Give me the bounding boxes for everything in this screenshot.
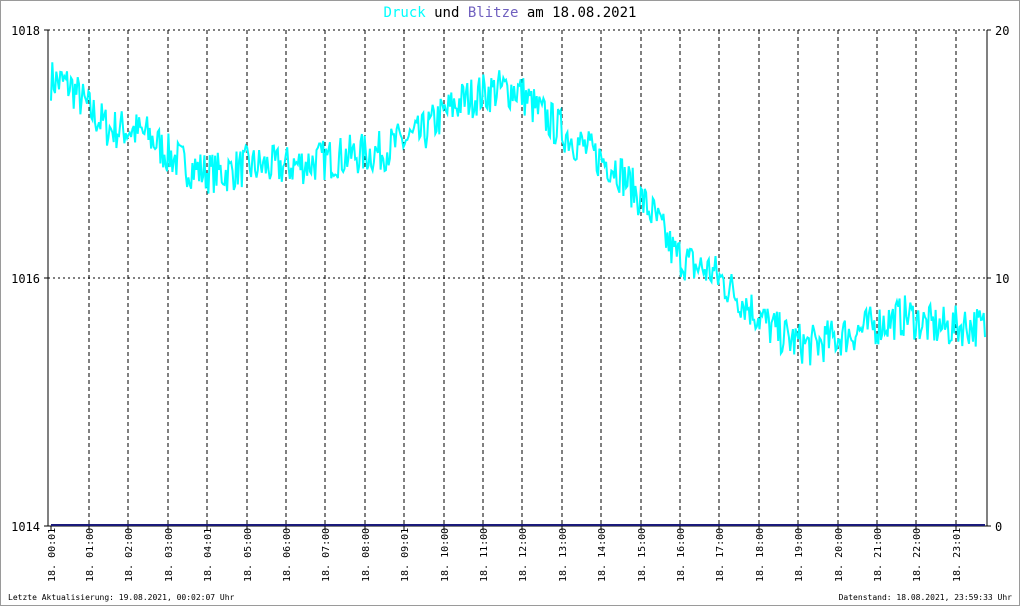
footer-data-status: Datenstand: 18.08.2021, 23:59:33 Uhr	[838, 593, 1012, 602]
x-tick-label: 18. 19:00	[794, 528, 805, 582]
x-tick-label: 18. 12:00	[518, 528, 529, 582]
title-blitze: Blitze	[467, 5, 519, 21]
x-tick-label: 18. 05:00	[243, 528, 254, 582]
x-tick-label: 18. 04:01	[203, 528, 214, 582]
title-und: und	[434, 5, 460, 21]
x-tick-label: 18. 11:00	[479, 528, 490, 582]
y-tick-label-right: 20	[995, 24, 1009, 38]
druck-series-line	[50, 62, 986, 366]
x-tick-label: 18. 23:01	[952, 528, 963, 582]
x-tick-label: 18. 18:00	[755, 528, 766, 582]
x-tick-label: 18. 20:00	[834, 528, 845, 582]
x-tick-label: 18. 02:00	[124, 528, 135, 582]
title-date: 18.08.2021	[552, 5, 637, 21]
x-tick-label: 18. 14:00	[597, 528, 608, 582]
x-tick-label: 18. 08:00	[361, 528, 372, 582]
title-am: am	[526, 5, 544, 21]
y-tick-label-left: 1016	[11, 272, 40, 286]
x-tick-label: 18. 15:00	[637, 528, 648, 582]
x-tick-label: 18. 13:00	[558, 528, 569, 582]
x-tick-label: 18. 09:01	[400, 528, 411, 582]
y-tick-label-left: 1014	[11, 520, 40, 534]
title-druck: Druck	[383, 5, 426, 21]
x-tick-label: 18. 03:00	[164, 528, 175, 582]
x-tick-label: 18. 21:00	[873, 528, 884, 582]
y-tick-label-left: 1018	[11, 24, 40, 38]
x-tick-label: 18. 17:00	[715, 528, 726, 582]
footer-last-update: Letzte Aktualisierung: 19.08.2021, 00:02…	[8, 593, 235, 602]
x-tick-label: 18. 07:00	[321, 528, 332, 582]
x-tick-label: 18. 06:00	[282, 528, 293, 582]
y-tick-label-right: 10	[995, 272, 1009, 286]
x-tick-label: 18. 16:00	[676, 528, 687, 582]
y-tick-label-right: 0	[995, 520, 1002, 534]
x-tick-label: 18. 22:00	[912, 528, 923, 582]
x-tick-label: 18. 00:01	[47, 528, 58, 582]
chart-title: Druck und Blitze am 18.08.2021	[0, 5, 1020, 21]
x-tick-label: 18. 10:00	[440, 528, 451, 582]
x-tick-label: 18. 01:00	[85, 528, 96, 582]
